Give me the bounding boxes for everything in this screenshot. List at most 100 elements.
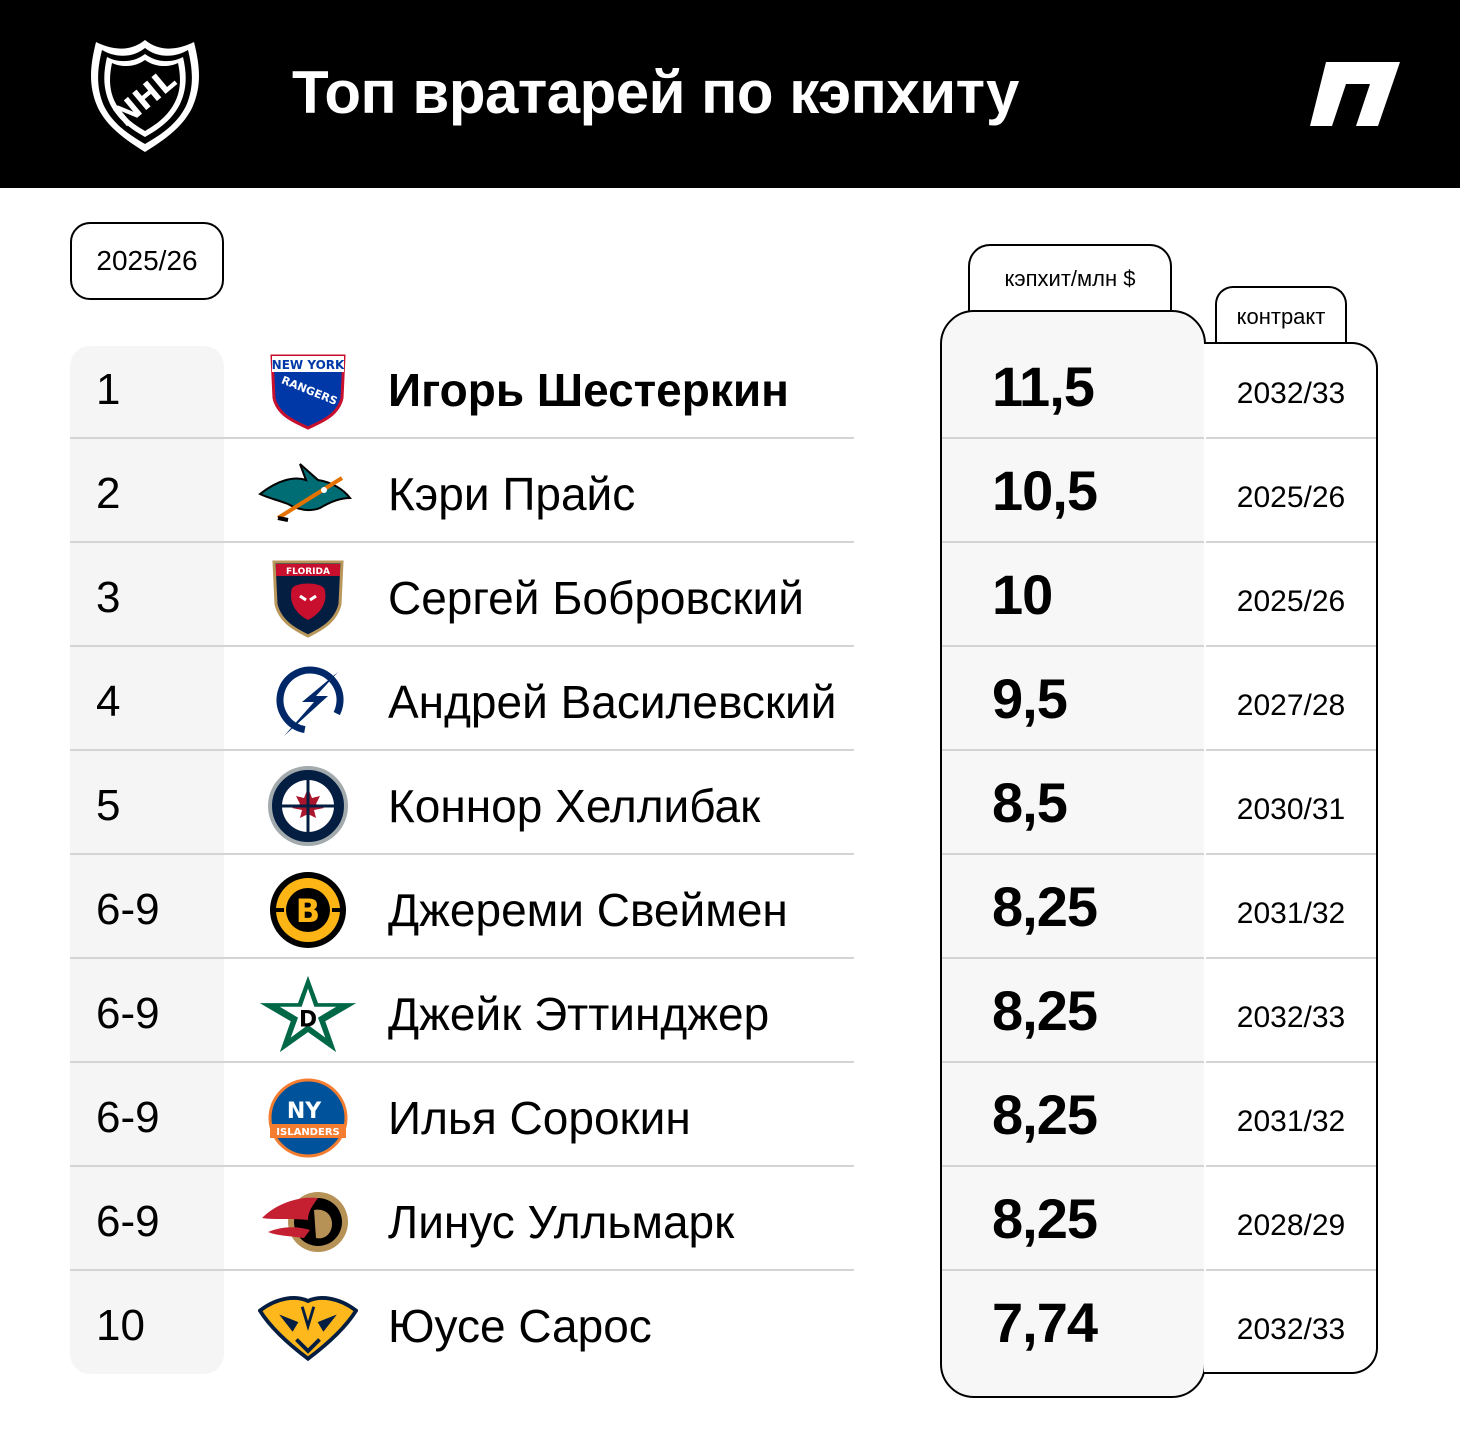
row-divider xyxy=(1206,541,1376,543)
row-divider xyxy=(70,853,854,855)
cap-value: 10 xyxy=(992,562,1053,626)
contract-value: 2031/32 xyxy=(1236,897,1346,930)
cap-value: 8,25 xyxy=(992,978,1098,1042)
table-row: 6-9 Линус Улльмарк 8,25 2028/29 xyxy=(0,1170,1460,1274)
new-york-rangers-logo: NEW YORK RANGERS xyxy=(270,354,346,430)
cap-value: 7,74 xyxy=(992,1290,1098,1354)
table-row: 6-9 D Джейк Эттинджер 8,25 2032/33 xyxy=(0,962,1460,1066)
row-divider xyxy=(1206,437,1376,439)
row-divider xyxy=(1206,853,1376,855)
row-divider xyxy=(1206,645,1376,647)
svg-text:ISLANDERS: ISLANDERS xyxy=(276,1127,339,1138)
rank-cell: 1 xyxy=(96,365,121,414)
contract-value: 2025/26 xyxy=(1236,481,1346,514)
row-divider xyxy=(942,437,1204,439)
contract-value: 2027/28 xyxy=(1236,689,1346,722)
svg-text:FLORIDA: FLORIDA xyxy=(286,567,330,577)
season-badge: 2025/26 xyxy=(70,222,224,300)
contract-column xyxy=(1204,342,1378,1374)
row-divider xyxy=(942,645,1204,647)
row-divider xyxy=(70,645,854,647)
row-divider xyxy=(1206,749,1376,751)
row-divider xyxy=(70,437,854,439)
rank-cell: 6-9 xyxy=(96,989,160,1038)
player-name: Юусе Сарос xyxy=(388,1300,652,1352)
contract-value: 2032/33 xyxy=(1236,377,1346,410)
rank-cell: 10 xyxy=(96,1301,145,1350)
table-row: 2 Кэри Прайс 10,5 2025/26 xyxy=(0,442,1460,546)
cap-value: 9,5 xyxy=(992,666,1068,730)
player-name: Сергей Бобровский xyxy=(388,572,804,624)
row-divider xyxy=(70,957,854,959)
row-divider xyxy=(942,749,1204,751)
row-divider xyxy=(942,541,1204,543)
svg-text:NY: NY xyxy=(287,1099,322,1124)
svg-text:D: D xyxy=(299,1008,317,1033)
contract-value: 2031/32 xyxy=(1236,1105,1346,1138)
row-divider xyxy=(942,1269,1204,1271)
row-divider xyxy=(942,1165,1204,1167)
table-row: 6-9 ISLANDERS NY Илья Сорокин 8,25 2031/… xyxy=(0,1066,1460,1170)
row-divider xyxy=(70,749,854,751)
nhl-logo: NHL xyxy=(91,40,199,152)
row-divider xyxy=(1206,1165,1376,1167)
svg-text:NEW YORK: NEW YORK xyxy=(272,358,345,372)
row-divider xyxy=(70,1165,854,1167)
row-divider xyxy=(942,1061,1204,1063)
boston-bruins-logo: B xyxy=(270,872,346,948)
cap-value: 8,25 xyxy=(992,1186,1098,1250)
svg-text:B: B xyxy=(296,892,320,930)
table-row: 3 FLORIDA Сергей Бобровский 10 2025/26 xyxy=(0,546,1460,650)
rank-cell: 6-9 xyxy=(96,885,160,934)
rank-cell: 5 xyxy=(96,781,121,830)
rank-cell: 4 xyxy=(96,677,121,726)
tampa-bay-lightning-logo xyxy=(276,666,344,736)
san-jose-sharks-logo xyxy=(258,463,353,522)
rank-column xyxy=(70,346,224,1374)
rank-cell: 6-9 xyxy=(96,1197,160,1246)
rank-cell: 3 xyxy=(96,573,121,622)
table-row: 5 Коннор Хеллибак 8,5 2030/31 xyxy=(0,754,1460,858)
contract-value: 2032/33 xyxy=(1236,1001,1346,1034)
row-divider xyxy=(70,1061,854,1063)
rank-cell: 2 xyxy=(96,469,121,518)
new-york-islanders-logo: ISLANDERS NY xyxy=(268,1078,348,1158)
player-name: Андрей Василевский xyxy=(388,676,837,728)
cap-value: 8,25 xyxy=(992,874,1098,938)
cap-value: 11,5 xyxy=(992,354,1095,418)
row-divider xyxy=(942,853,1204,855)
contract-value: 2032/33 xyxy=(1236,1313,1346,1346)
player-name: Коннор Хеллибак xyxy=(388,780,761,832)
brand-logo xyxy=(1310,62,1400,126)
player-name: Линус Улльмарк xyxy=(388,1196,735,1248)
contract-column-header: контракт xyxy=(1215,286,1347,352)
row-divider xyxy=(1206,1061,1376,1063)
row-divider xyxy=(1206,1269,1376,1271)
contract-value: 2025/26 xyxy=(1236,585,1346,618)
contract-value: 2028/29 xyxy=(1236,1209,1346,1242)
row-divider xyxy=(1206,957,1376,959)
ottawa-senators-logo xyxy=(262,1192,348,1252)
cap-value: 10,5 xyxy=(992,458,1098,522)
player-name: Кэри Прайс xyxy=(388,468,636,520)
winnipeg-jets-logo xyxy=(268,766,348,846)
dallas-stars-logo: D xyxy=(259,975,357,1053)
cap-value: 8,5 xyxy=(992,770,1068,834)
nashville-predators-logo xyxy=(258,1296,358,1362)
table-row: 6-9 B Джереми Свеймен 8,25 2031/32 xyxy=(0,858,1460,962)
player-name: Игорь Шестеркин xyxy=(388,364,789,416)
player-name: Джереми Свеймен xyxy=(388,884,788,936)
contract-value: 2030/31 xyxy=(1236,793,1346,826)
player-name: Илья Сорокин xyxy=(388,1092,691,1144)
row-divider xyxy=(942,957,1204,959)
row-divider xyxy=(70,1269,854,1271)
page-title: Топ вратарей по кэпхиту xyxy=(292,59,1019,126)
florida-panthers-logo: FLORIDA xyxy=(272,560,344,638)
table-row: 1 NEW YORK RANGERS Игорь Шестеркин 11,5 … xyxy=(0,338,1460,442)
rank-cell: 6-9 xyxy=(96,1093,160,1142)
cap-value: 8,25 xyxy=(992,1082,1098,1146)
header: NHL Топ вратарей по кэпхиту xyxy=(0,0,1460,188)
table-row: 10 Юусе Сарос 7,74 2032/33 xyxy=(0,1274,1460,1378)
player-name: Джейк Эттинджер xyxy=(388,988,770,1040)
row-divider xyxy=(70,541,854,543)
